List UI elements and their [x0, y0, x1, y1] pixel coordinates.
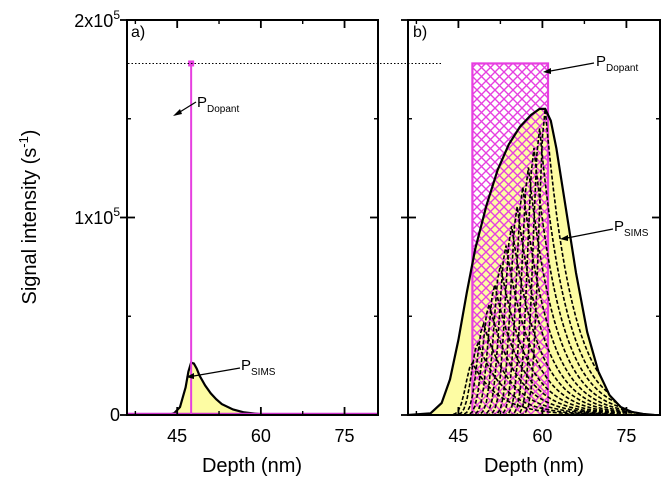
panel-b-dopant-annotation: PDopant	[543, 53, 638, 74]
x-tick-label: 60	[251, 426, 271, 446]
y-tick-label-1e5: 1x105	[74, 205, 120, 228]
panel-b-component-curve	[497, 186, 647, 415]
panel-b-tag: b)	[413, 24, 427, 41]
panel-a-dopant-annotation: PDopant	[173, 94, 239, 116]
svg-text:PSIMS: PSIMS	[241, 357, 276, 378]
panel-b-component-curve	[486, 225, 635, 415]
panel-a-x-axis-title: Depth (nm)	[202, 455, 302, 477]
panel-a: 45 60 75 a) Depth (nm) 0 1x105 2x105 PDopa…	[74, 8, 379, 477]
panel-b-component-curve	[491, 206, 641, 415]
x-tick-label: 60	[532, 426, 552, 446]
panel-b-ticks: 45 60 75	[401, 19, 660, 446]
x-tick-label: 75	[616, 426, 636, 446]
panel-b-component-curve	[463, 301, 613, 415]
x-tick-label: 75	[335, 426, 355, 446]
panel-a-frame	[126, 19, 379, 416]
y-tick-label-2e5: 2x105	[74, 8, 120, 31]
panel-b-sims-annotation: PSIMS	[560, 218, 649, 241]
panel-b-sims-curve	[408, 107, 655, 415]
panel-b-component-curve	[458, 321, 607, 415]
svg-text:PDopant: PDopant	[596, 53, 638, 74]
y-tick-label-0: 0	[110, 405, 120, 425]
panel-b-component-curve	[469, 284, 619, 415]
y-axis-title: Signal intensity (s-1)	[16, 130, 41, 305]
panel-b-x-axis-title: Depth (nm)	[484, 455, 584, 477]
svg-text:PDopant: PDopant	[197, 94, 239, 115]
panel-b-component-curve	[480, 245, 630, 415]
x-tick-label: 45	[167, 426, 187, 446]
panel-b-component-curve	[452, 341, 602, 415]
panel-a-sims-annotation: PSIMS	[186, 357, 276, 379]
svg-text:PSIMS: PSIMS	[614, 218, 649, 239]
panel-a-tag: a)	[131, 24, 145, 41]
x-tick-label: 45	[448, 426, 468, 446]
panel-b-component-curve	[519, 108, 660, 415]
panel-a-ticks: 45 60 75	[120, 19, 378, 446]
panel-a-sims-area	[168, 362, 317, 415]
panel-b-component-curve	[447, 361, 596, 415]
panel-b: 45 60 75 b) Depth (nm) PDopant PSIMS	[401, 19, 661, 477]
